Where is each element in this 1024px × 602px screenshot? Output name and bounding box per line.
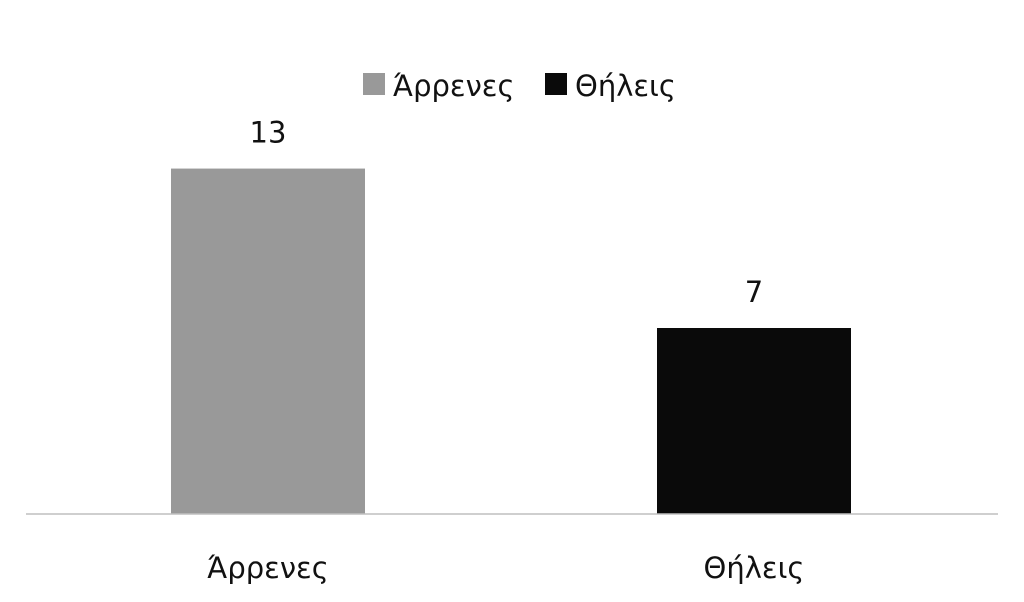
legend: Άρρενες Θήλεις xyxy=(363,69,676,103)
x-tick-label-arrenes: Άρρενες xyxy=(207,551,328,585)
bar-thileis xyxy=(657,328,851,514)
legend-label-thileis: Θήλεις xyxy=(575,69,676,103)
data-label-thileis: 7 xyxy=(745,275,763,309)
legend-swatch-arrenes xyxy=(363,73,385,95)
legend-swatch-thileis xyxy=(545,73,567,95)
legend-label-arrenes: Άρρενες xyxy=(393,69,514,103)
data-labels-group: 13 7 xyxy=(250,116,764,309)
data-label-arrenes: 13 xyxy=(250,116,287,150)
bar-arrenes xyxy=(171,168,365,515)
x-axis-tick-labels: Άρρενες Θήλεις xyxy=(207,551,804,585)
bars-group xyxy=(171,168,851,515)
x-tick-label-thileis: Θήλεις xyxy=(704,551,805,585)
